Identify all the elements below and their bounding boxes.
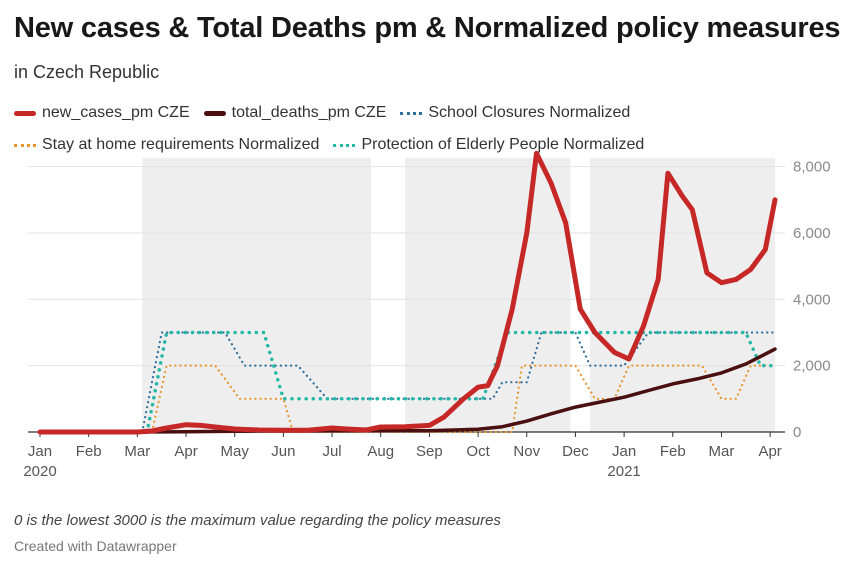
y-tick-label-4000: 4,000 [793,291,831,308]
x-tick-label-1: Feb [76,443,102,460]
shaded-band-0 [142,158,371,432]
legend-item-elderly: Protection of Elderly People Normalized [333,136,644,154]
x-tick-label-11: Dec [562,443,589,460]
legend-item-school-closures: School Closures Normalized [400,104,630,122]
line-chart: 0 2,000 4,000 6,000 8,000 Jan 2020 Feb Mar Apr May… [23,150,831,480]
y-tick-label-2000: 2,000 [793,358,831,375]
legend-row-2: Stay at home requirements Normalized Pro… [14,134,834,156]
y-tick-label-6000: 6,000 [793,225,831,242]
x-tick-label-2: Mar [124,443,150,460]
x-tick-label-12: Jan [612,443,636,460]
legend-row-1: new_cases_pm CZE total_deaths_pm CZE Sch… [14,102,834,124]
chart-title: New cases & Total Deaths pm & Normalized… [14,12,841,44]
credit-line: Created with Datawrapper [14,538,177,554]
legend-label-new-cases: new_cases_pm CZE [42,104,190,121]
legend-label-stay-at-home: Stay at home requirements Normalized [42,136,320,153]
legend-item-stay-at-home: Stay at home requirements Normalized [14,136,319,154]
series-line-4 [38,330,777,434]
x-tick-label-0: Jan [28,443,52,460]
chart-subtitle: in Czech Republic [14,62,160,82]
y-tick-label-8000: 8,000 [793,159,831,176]
legend-label-school-closures: School Closures Normalized [428,104,631,121]
legend-swatch-new-cases [14,110,36,116]
x-tick-label-9: Oct [466,443,490,460]
legend-item-total-deaths: total_deaths_pm CZE [203,104,387,122]
legend: new_cases_pm CZE total_deaths_pm CZE Sch… [14,102,834,166]
x-tick-label-14: Mar [709,443,735,460]
series-line-0 [37,150,778,435]
x-tick-label-5: Jun [271,443,295,460]
x-tick-label-4: May [221,443,250,460]
x-tick-year-0: 2020 [23,463,56,480]
x-tick-label-8: Sep [416,443,443,460]
x-tick-label-10: Nov [513,443,540,460]
x-tick-label-7: Aug [367,443,394,460]
x-tick-label-6: Jul [322,443,341,460]
legend-swatch-stay-at-home [14,143,36,147]
x-tick-label-15: Apr [758,443,781,460]
x-tick-year-12: 2021 [607,463,640,480]
x-tick-label-13: Feb [660,443,686,460]
legend-swatch-elderly [333,143,356,147]
legend-label-elderly: Protection of Elderly People Normalized [361,136,645,153]
shaded-band-1 [405,158,571,432]
y-tick-label-0: 0 [793,424,801,441]
legend-item-new-cases: new_cases_pm CZE [14,104,190,122]
chart-note: 0 is the lowest 3000 is the maximum valu… [14,512,501,529]
legend-swatch-total-deaths [203,110,226,116]
x-tick-label-3: Apr [174,443,197,460]
legend-swatch-school-closures [400,111,423,115]
legend-label-total-deaths: total_deaths_pm CZE [231,104,387,121]
series-line-3 [38,364,777,434]
